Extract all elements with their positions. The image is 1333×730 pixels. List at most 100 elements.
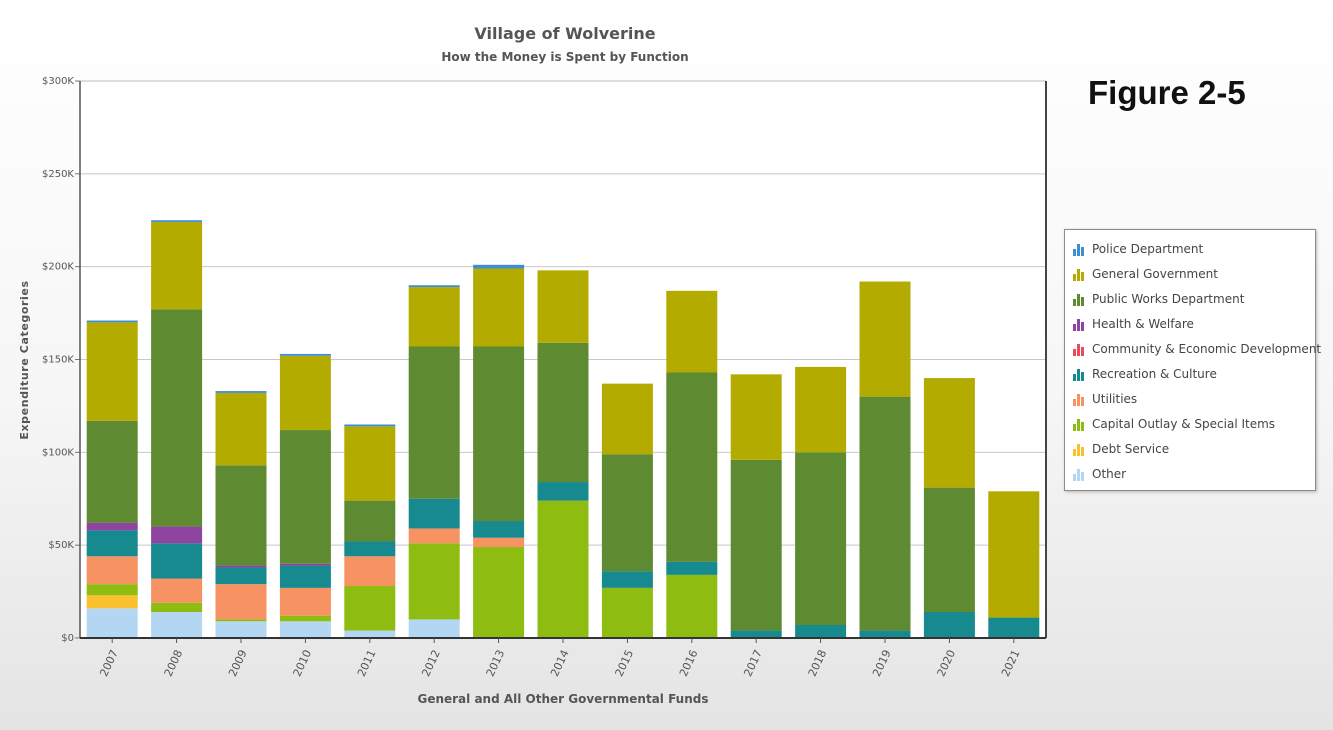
bar-stack-2014 <box>537 270 589 638</box>
bar-segment <box>408 285 460 288</box>
legend-item: Police Department <box>1073 240 1203 258</box>
bar-segment <box>473 268 525 347</box>
x-axis: 2007 2008 2009 2010 2011 2012 2013 2014 2015 2016… <box>97 638 1023 679</box>
bar-segment <box>730 374 782 460</box>
bar-segment <box>730 630 782 638</box>
bar-chart-icon <box>1073 268 1086 281</box>
bar-stack-2015 <box>601 383 653 638</box>
bar-chart-icon <box>1073 293 1086 306</box>
x-tick-label: 2007 <box>97 648 121 679</box>
bar-stack-2021 <box>988 491 1040 638</box>
bar-segment <box>215 392 267 466</box>
bar-stack-2016 <box>666 290 718 638</box>
bar-segment <box>988 491 1040 618</box>
bar-segment <box>730 459 782 631</box>
bar-segment <box>279 355 331 431</box>
bar-stack-2010 <box>279 353 331 638</box>
bar-segment <box>473 537 525 548</box>
bar-stack-2013 <box>473 264 525 638</box>
bar-segment <box>988 617 1040 638</box>
bar-segment <box>473 264 525 269</box>
bar-chart-icon <box>1073 318 1086 331</box>
x-tick-label: 2013 <box>484 648 508 679</box>
bar-segment <box>215 391 267 393</box>
bar-chart-icon <box>1073 418 1086 431</box>
legend-label: Capital Outlay & Special Items <box>1092 417 1276 431</box>
y-axis: $0 $50K $100K $150K $200K $250K $300K <box>42 76 80 644</box>
x-tick-label: 2020 <box>935 648 959 679</box>
x-tick-label: 2011 <box>355 648 379 679</box>
legend-label: General Government <box>1092 267 1218 281</box>
bar-stack-2009 <box>215 391 267 638</box>
bar-segment <box>215 567 267 585</box>
bar-segment <box>279 430 331 564</box>
bar-segment <box>86 608 138 638</box>
bar-segment <box>666 561 718 575</box>
bar-segment <box>151 543 203 579</box>
bar-stack-2012 <box>408 285 460 638</box>
y-tick-label: $200K <box>42 262 74 273</box>
bar-segment <box>344 424 396 427</box>
bar-segment <box>408 287 460 347</box>
bar-segment <box>151 602 203 613</box>
bar-segment <box>86 320 138 323</box>
x-tick-label: 2019 <box>870 648 894 679</box>
y-axis-label: Expenditure Categories <box>18 280 31 439</box>
y-tick-label: $0 <box>61 633 74 644</box>
bar-segment <box>344 500 396 542</box>
bar-segment <box>279 621 331 638</box>
bar-segment <box>86 530 138 557</box>
legend-item: Health & Welfare <box>1073 315 1194 333</box>
bar-segment <box>344 630 396 638</box>
legend-item: General Government <box>1073 265 1218 283</box>
legend-label: Community & Economic Development <box>1092 342 1322 356</box>
legend: Police Department General Government Publi… <box>1064 229 1321 491</box>
legend-label: Utilities <box>1092 392 1138 406</box>
bar-chart-icon <box>1073 468 1086 481</box>
bar-segment <box>151 526 203 544</box>
x-axis-label: General and All Other Governmental Funds <box>417 692 708 706</box>
legend-item: Recreation & Culture <box>1073 365 1217 383</box>
bar-segment <box>537 482 589 501</box>
bar-segment <box>151 220 203 223</box>
bar-segment <box>344 586 396 631</box>
bar-segment <box>666 372 718 562</box>
bar-chart-icon <box>1073 243 1086 256</box>
bar-segment <box>666 574 718 638</box>
bar-segment <box>344 556 396 587</box>
bar-segment <box>408 619 460 638</box>
legend-item: Utilities <box>1073 390 1137 408</box>
y-tick-label: $150K <box>42 355 74 366</box>
bar-segment <box>344 541 396 557</box>
bar-segment <box>537 500 589 638</box>
bar-segment <box>86 322 138 421</box>
bar-segment <box>537 270 589 343</box>
bar-segment <box>279 565 331 588</box>
bar-segment <box>408 346 460 499</box>
bar-stack-2008 <box>151 220 203 638</box>
x-tick-label: 2018 <box>806 648 830 679</box>
bar-segment <box>279 563 331 566</box>
bars <box>86 220 1040 638</box>
bar-segment <box>86 556 138 585</box>
bar-segment <box>344 426 396 501</box>
bar-segment <box>666 290 718 373</box>
bar-segment <box>923 378 975 488</box>
y-tick-label: $100K <box>42 447 74 458</box>
x-tick-label: 2009 <box>226 648 250 679</box>
x-tick-label: 2014 <box>548 648 572 679</box>
bar-chart-icon <box>1073 443 1086 456</box>
x-tick-label: 2015 <box>613 648 637 679</box>
bar-segment <box>215 619 267 622</box>
bar-segment <box>473 521 525 538</box>
legend-item: Debt Service <box>1073 440 1169 458</box>
x-tick-label: 2010 <box>291 648 315 679</box>
bar-segment <box>601 571 653 588</box>
legend-label: Recreation & Culture <box>1092 367 1217 381</box>
legend-label: Debt Service <box>1092 442 1170 456</box>
bar-stack-2019 <box>859 281 911 638</box>
bar-segment <box>859 630 911 638</box>
bar-segment <box>151 309 203 527</box>
bar-segment <box>473 547 525 638</box>
bar-chart-icon <box>1073 368 1086 381</box>
